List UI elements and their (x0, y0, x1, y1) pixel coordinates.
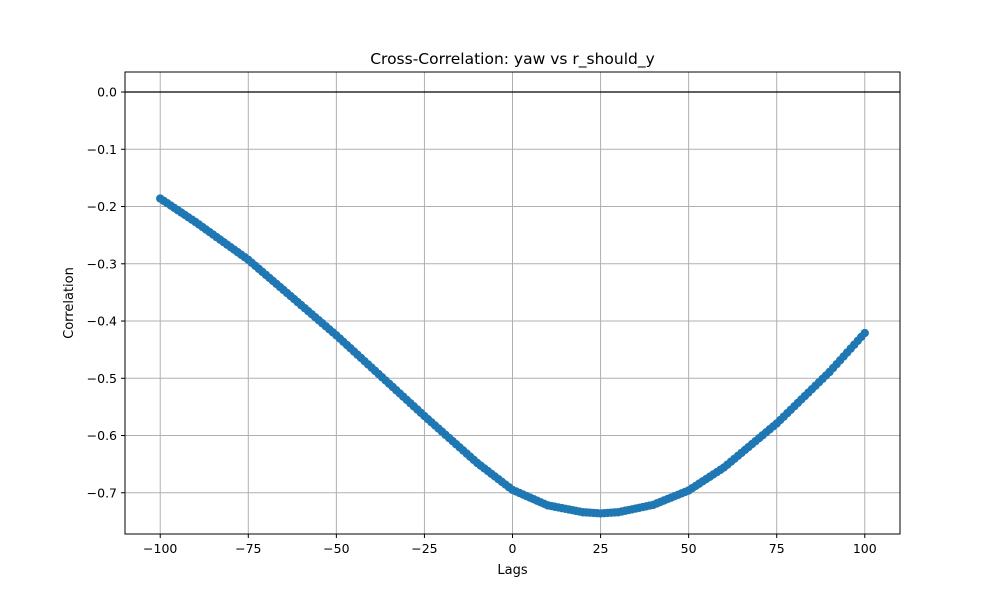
y-tick-label: −0.5 (87, 371, 117, 386)
y-tick-label: 0.0 (97, 85, 117, 100)
x-tick-label: 25 (593, 541, 609, 556)
x-tick-label: −75 (235, 541, 261, 556)
x-tick-label: −25 (411, 541, 437, 556)
y-tick-label: −0.7 (87, 485, 117, 500)
x-tick-label: 50 (681, 541, 697, 556)
x-axis-label: Lags (497, 563, 527, 578)
y-axis-label: Correlation (62, 267, 77, 339)
y-tick-label: −0.3 (87, 256, 117, 271)
y-tick-label: −0.1 (87, 142, 117, 157)
y-tick-label: −0.4 (87, 314, 117, 329)
x-tick-label: 0 (509, 541, 517, 556)
x-tick-label: −100 (143, 541, 177, 556)
ticks: −100 −75 −50 −25 0 25 50 75 100 0.0 −0.1 −0.2 −0.3 −0… (87, 85, 877, 556)
data-point (860, 328, 869, 338)
x-tick-label: 75 (769, 541, 785, 556)
y-tick-label: −0.2 (87, 199, 117, 214)
y-tick-label: −0.6 (87, 428, 117, 443)
x-tick-label: −50 (323, 541, 349, 556)
series-points (156, 194, 869, 518)
chart-title: Cross-Correlation: yaw vs r_should_y (370, 50, 655, 69)
x-tick-label: 100 (853, 541, 877, 556)
